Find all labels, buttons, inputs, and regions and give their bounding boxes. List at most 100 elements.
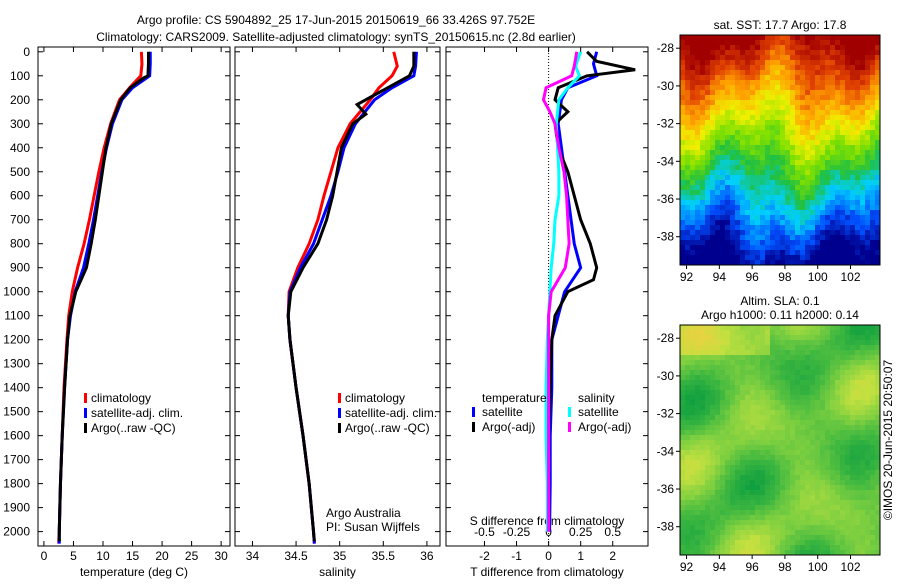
map-cell (720, 415, 725, 420)
y-tick-label: 1200 (3, 333, 30, 347)
map-cell (745, 200, 750, 205)
map-cell (750, 465, 755, 470)
map-cell (805, 430, 810, 435)
map-cell (800, 200, 805, 205)
map-cell (810, 170, 815, 175)
map-cell (740, 365, 745, 370)
map-cell (680, 250, 685, 255)
map-cell (725, 235, 730, 240)
map-cell (755, 155, 760, 160)
map-cell (785, 350, 790, 355)
map-cell (745, 210, 750, 215)
map-cell (790, 40, 795, 45)
map-cell (875, 185, 880, 190)
map-cell (780, 400, 785, 405)
map-cell (800, 490, 805, 495)
map-cell (870, 95, 875, 100)
map-cell (825, 435, 830, 440)
map-cell (715, 350, 720, 355)
map-cell (865, 165, 870, 170)
map-cell (720, 390, 725, 395)
map-cell (815, 385, 820, 390)
map-cell (775, 220, 780, 225)
map-cell (685, 75, 690, 80)
map-cell (785, 45, 790, 50)
map-cell (710, 200, 715, 205)
map-cell (745, 125, 750, 130)
map-cell (845, 50, 850, 55)
map-cell (825, 425, 830, 430)
map-cell (775, 240, 780, 245)
map-cell (775, 410, 780, 415)
map-cell (825, 335, 830, 340)
map-cell (825, 180, 830, 185)
map-cell (875, 60, 880, 65)
map-cell (760, 230, 765, 235)
map-cell (705, 535, 710, 540)
map-cell (740, 445, 745, 450)
map-cell (680, 150, 685, 155)
map-cell (780, 215, 785, 220)
map-cell (750, 510, 755, 515)
map-cell (780, 150, 785, 155)
map-cell (745, 405, 750, 410)
map-cell (770, 400, 775, 405)
map-cell (745, 425, 750, 430)
map-cell (795, 100, 800, 105)
map-cell (700, 460, 705, 465)
map-cell (790, 550, 795, 555)
map-cell (825, 120, 830, 125)
map-cell (795, 400, 800, 405)
map-cell (685, 50, 690, 55)
map-cell (795, 65, 800, 70)
map-cell (845, 120, 850, 125)
map-cell (720, 180, 725, 185)
map-cell (680, 370, 685, 375)
map-cell (810, 520, 815, 525)
map-cell (745, 515, 750, 520)
map-cell (815, 230, 820, 235)
map-cell (765, 40, 770, 45)
map-cell (690, 220, 695, 225)
map-cell (755, 520, 760, 525)
map-cell (720, 450, 725, 455)
map-cell (875, 80, 880, 85)
map-cell (870, 360, 875, 365)
map-cell (685, 165, 690, 170)
map-cell (810, 80, 815, 85)
map-cell (680, 35, 685, 40)
map-cell (820, 175, 825, 180)
map-cell (680, 495, 685, 500)
map-cell (690, 470, 695, 475)
map-cell (800, 180, 805, 185)
map-cell (755, 215, 760, 220)
map-cell (735, 435, 740, 440)
map-cell (815, 75, 820, 80)
map-cell (845, 515, 850, 520)
map-cell (750, 100, 755, 105)
map-cell (725, 485, 730, 490)
map-cell (715, 130, 720, 135)
map-cell (760, 390, 765, 395)
map-cell (765, 225, 770, 230)
map-cell (755, 40, 760, 45)
map-cell (855, 470, 860, 475)
map-cell (825, 250, 830, 255)
map-cell (715, 520, 720, 525)
map-cell (705, 450, 710, 455)
map-cell (775, 515, 780, 520)
map-cell (725, 445, 730, 450)
map-cell (825, 395, 830, 400)
map-cell (765, 445, 770, 450)
map-cell (725, 80, 730, 85)
map-cell (725, 200, 730, 205)
map-cell (810, 185, 815, 190)
map-cell (730, 100, 735, 105)
map-cell (845, 375, 850, 380)
map-cell (750, 235, 755, 240)
map-cell (750, 130, 755, 135)
map-cell (870, 375, 875, 380)
map-cell (710, 495, 715, 500)
map-cell (785, 160, 790, 165)
x-tick-label: 34 (246, 549, 260, 563)
